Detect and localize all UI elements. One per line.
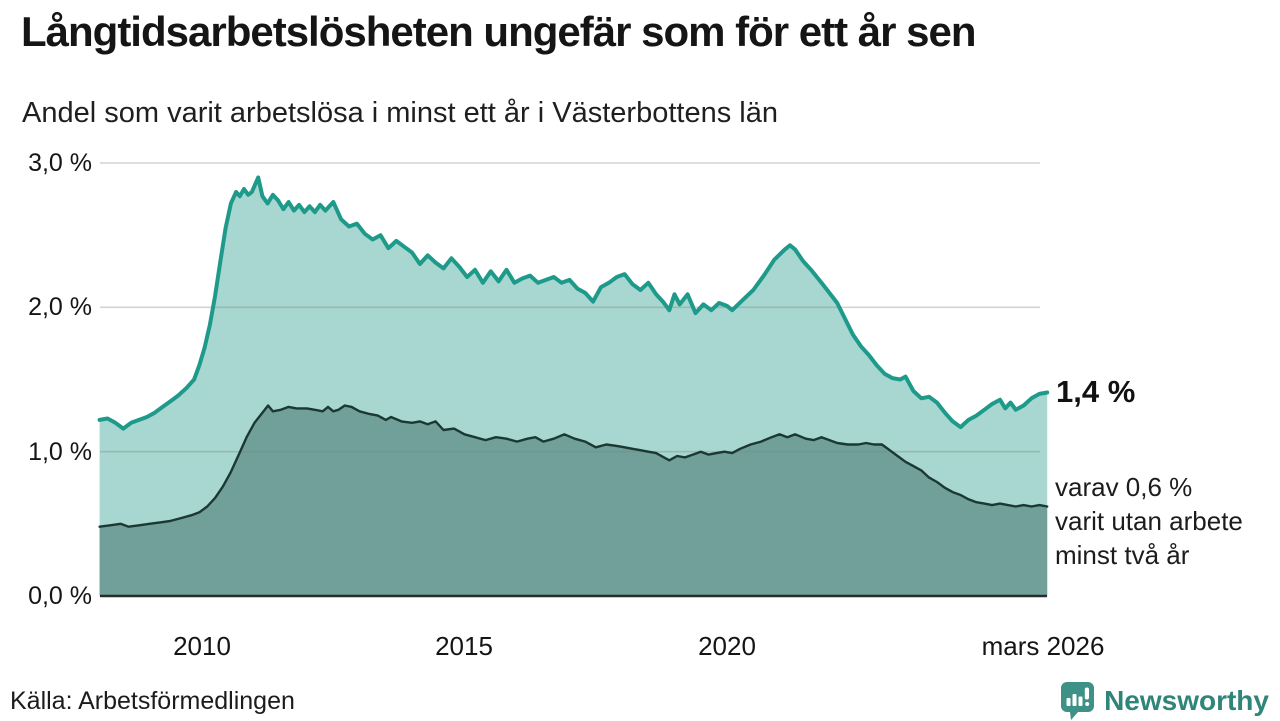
latest-value-label: 1,4 %: [1056, 374, 1136, 409]
y-tick-label-1: 1,0 %: [28, 438, 92, 466]
x-tick-label-2020: 2020: [698, 631, 756, 661]
y-tick-label-3: 3,0 %: [28, 149, 92, 177]
source-credit: Källa: Arbetsförmedlingen: [10, 687, 295, 715]
logo-bar-chart-glyph: [1066, 687, 1090, 706]
line-unemployed-1yr: [97, 175, 1050, 431]
area-fills: [99, 177, 1048, 596]
series-lines: [97, 175, 1050, 528]
secondary-note: varav 0,6 % varit utan arbete minst två …: [1055, 472, 1243, 570]
x-tick-label-2015: 2015: [435, 631, 493, 661]
y-tick-label-0: 0,0 %: [28, 582, 92, 610]
area-fill-unemployed-2yr: [99, 405, 1048, 596]
x-tick-label-2010: 2010: [173, 631, 231, 661]
line-unemployed-2yr: [98, 404, 1049, 528]
x-tick-label-mars-2026: mars 2026: [981, 631, 1105, 661]
chart-subtitle: Andel som varit arbetslösa i minst ett å…: [22, 97, 778, 129]
gridlines: [100, 162, 1040, 453]
newsworthy-speech-bubble-icon: [1061, 682, 1095, 720]
newsworthy-logo: Newsworthy: [1059, 681, 1269, 721]
logo-wordmark: Newsworthy: [1104, 685, 1269, 716]
page-title: Långtidsarbetslösheten ungefär som för e…: [21, 8, 977, 55]
y-tick-label-2: 2,0 %: [28, 293, 92, 321]
